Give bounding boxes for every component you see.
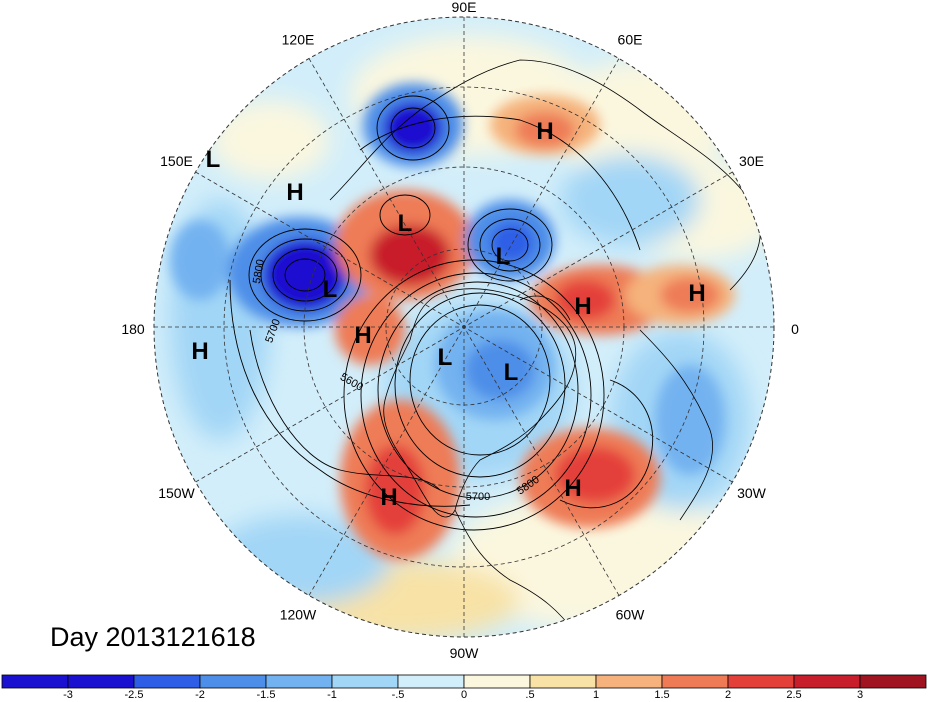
high-pressure-label: H: [380, 484, 397, 511]
longitude-label: 150E: [160, 153, 193, 169]
colorbar-box: [133, 674, 201, 689]
longitude-label: 0: [791, 321, 799, 337]
low-pressure-label: L: [496, 243, 511, 270]
colorbar-tick-label: -1.5: [257, 689, 276, 701]
colorbar-box: [265, 674, 333, 689]
colorbar-tick-label: -1: [327, 689, 337, 701]
colorbar-tick-label: -2.5: [125, 689, 144, 701]
low-pressure-label: L: [323, 276, 338, 303]
colorbar-box: [331, 674, 399, 689]
colorbar-box: [595, 674, 663, 689]
map-caption: Day 2013121618: [50, 622, 256, 652]
central-america-outline: [454, 509, 581, 637]
north-america-outline: [383, 288, 577, 518]
low-pressure-label: L: [504, 359, 519, 386]
longitude-label: 120W: [280, 607, 317, 623]
low-pressure-label: L: [438, 344, 453, 371]
longitude-label: 30W: [737, 485, 767, 501]
longitude-label: 30E: [739, 153, 764, 169]
longitude-label: 60E: [618, 32, 643, 48]
longitude-label: 90E: [452, 0, 477, 15]
colorbar-box: [793, 674, 861, 689]
high-pressure-label: H: [286, 179, 303, 206]
colorbar-tick-label: -2: [195, 689, 205, 701]
high-pressure-label: H: [688, 280, 705, 307]
low-pressure-label: L: [398, 210, 413, 237]
colorbar-box: [529, 674, 597, 689]
colorbar-tick-label: -3: [63, 689, 73, 701]
longitude-label: 150W: [158, 485, 195, 501]
high-pressure-label: H: [191, 338, 208, 365]
greenland-outline: [519, 295, 571, 321]
high-pressure-label: H: [564, 475, 581, 502]
longitude-labels: 90E 60E 30E 0 30W 60W 90W 120W 150W 180 150E 120E: [121, 0, 799, 661]
anomaly-cores: [170, 83, 735, 560]
colorbar-tick-label: -.5: [392, 689, 405, 701]
colorbar-tick-label: 1: [593, 689, 599, 701]
low-pressure-label: L: [438, 344, 453, 371]
low-pressure-label: L: [206, 146, 221, 173]
colorbar-tick-label: 2: [725, 689, 731, 701]
longitude-label: 60W: [616, 607, 646, 623]
high-pressure-label: H: [354, 322, 371, 349]
colorbar-tick-label: 3: [857, 689, 863, 701]
map-disc: [153, 16, 775, 638]
colorbar-tick-label: .5: [525, 689, 534, 701]
colorbar-box: [463, 674, 531, 689]
colorbar-box: [199, 674, 267, 689]
high-pressure-label: H: [536, 118, 553, 145]
colorbar-box: [397, 674, 465, 689]
contour-value-label: 5700: [466, 491, 490, 503]
height-contours: [229, 95, 654, 531]
longitude-label: 180: [121, 321, 145, 337]
graticule: [154, 17, 774, 637]
colorbar: -3 -2.5 -2 -1.5 -1 -.5 0 .5 1 1.5 2 2.5 3: [1, 674, 927, 701]
africa-outline: [639, 329, 714, 521]
colorbar-box: [661, 674, 729, 689]
colorbar-box: [67, 674, 135, 689]
colorbar-box: [1, 674, 69, 689]
colorbar-box: [859, 674, 927, 689]
longitude-label: 120E: [282, 32, 315, 48]
map-boundary: [153, 16, 775, 638]
longitude-label: 90W: [450, 645, 480, 661]
colorbar-box: [727, 674, 795, 689]
colorbar-tick-label: 0: [461, 689, 467, 701]
colorbar-tick-label: 1.5: [654, 689, 669, 701]
high-pressure-label: H: [574, 293, 591, 320]
anomaly-shading: [170, 35, 774, 637]
colorbar-tick-label: 2.5: [786, 689, 801, 701]
contour-value-label: 5800: [251, 258, 267, 284]
